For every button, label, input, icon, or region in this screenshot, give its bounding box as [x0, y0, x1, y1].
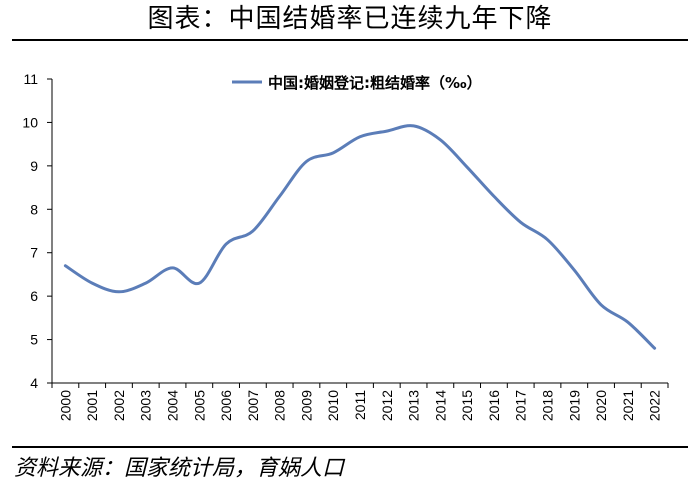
x-tick-label: 2009 — [298, 390, 314, 421]
y-tick-label: 4 — [30, 375, 38, 391]
chart-axes — [47, 78, 669, 388]
series-line — [63, 124, 657, 350]
x-tick-label: 2012 — [379, 390, 395, 421]
y-tick-label: 7 — [30, 245, 38, 261]
chart-series — [63, 124, 657, 350]
x-tick-label: 2007 — [245, 390, 261, 421]
x-tick-label: 2000 — [57, 390, 73, 421]
x-tick-label: 2022 — [647, 390, 663, 421]
page-title: 图表：中国结婚率已连续九年下降 — [147, 4, 553, 34]
chart-legend: 中国:婚姻登记:粗结婚率（‰） — [232, 74, 482, 92]
x-tick-label: 2002 — [111, 390, 127, 421]
x-tick-label: 2010 — [325, 390, 341, 421]
x-tick-label: 2017 — [513, 390, 529, 421]
y-tick-label: 9 — [30, 158, 38, 174]
y-tick-label: 11 — [23, 71, 38, 87]
x-tick-label: 2021 — [620, 390, 636, 421]
x-tick-label: 2006 — [218, 390, 234, 421]
x-tick-label: 2003 — [138, 390, 154, 421]
x-tick-label: 2020 — [593, 390, 609, 421]
x-tick-label: 2005 — [191, 390, 207, 421]
y-tick-label: 6 — [30, 288, 38, 304]
x-tick-label: 2015 — [459, 390, 475, 421]
x-tick-label: 2014 — [432, 390, 448, 421]
y-tick-label: 5 — [30, 332, 38, 348]
y-tick-label: 8 — [30, 201, 38, 217]
x-tick-label: 2016 — [486, 390, 502, 421]
x-axis-tick-labels: 2000 2001 2002 2003 2004 2005 2006 2007 2008 2009… — [57, 390, 662, 421]
source-divider — [12, 446, 688, 448]
x-tick-label: 2004 — [165, 390, 181, 421]
x-tick-label: 2001 — [84, 390, 100, 421]
x-tick-label: 2018 — [539, 390, 555, 421]
legend-label: 中国:婚姻登记:粗结婚率（‰） — [268, 74, 482, 92]
y-tick-label: 10 — [22, 114, 38, 130]
x-tick-label: 2011 — [352, 390, 368, 420]
title-divider — [12, 39, 688, 41]
y-axis-tick-labels: 4 5 6 7 8 9 10 11 — [22, 71, 38, 391]
x-tick-label: 2013 — [406, 390, 422, 421]
source-note: 资料来源：国家统计局，育娲人口 — [14, 456, 345, 481]
x-tick-label: 2019 — [566, 390, 582, 421]
x-tick-label: 2008 — [272, 390, 288, 421]
